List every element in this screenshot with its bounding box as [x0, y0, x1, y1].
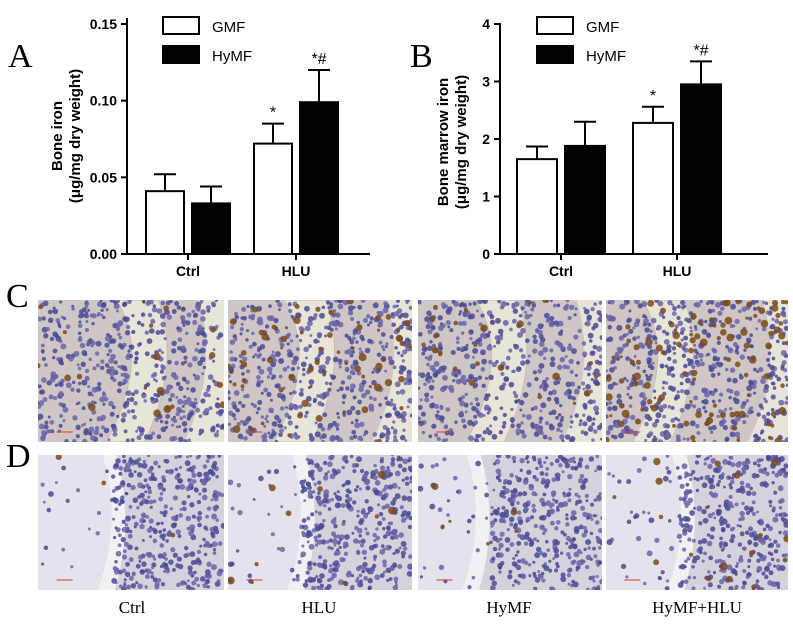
chart-b-legend: GMF HyMF	[536, 16, 626, 65]
chart-b-ylabel-line1: Bone marrow iron	[435, 78, 452, 206]
legend-label-gmf: GMF	[212, 19, 245, 36]
y-tick-label: 0	[482, 246, 490, 262]
bar-hymf-ctrl	[564, 144, 606, 255]
panel-letter-b: B	[410, 38, 433, 75]
chart-a-legend: GMF HyMF	[162, 16, 252, 65]
y-tick-label: 4	[482, 16, 490, 32]
legend-swatch-gmf	[162, 16, 200, 35]
y-tick-label: 0.10	[90, 93, 117, 109]
y-tick-label: 0.00	[90, 246, 117, 262]
bar-gmf-ctrl	[145, 190, 185, 255]
column-label-hlu: HLU	[301, 598, 337, 617]
bar-hymf-ctrl	[191, 202, 231, 255]
legend-swatch-gmf	[536, 16, 574, 35]
micrograph-c-3	[418, 300, 602, 442]
column-label-ctrl: Ctrl	[118, 598, 146, 617]
legend-label-hymf: HyMF	[586, 48, 626, 65]
y-tick-label: 3	[482, 74, 490, 90]
legend-label-gmf: GMF	[586, 19, 619, 36]
chart-b-ylabel-line2: (μg/mg dry weight)	[453, 75, 470, 209]
chart-b-xlabels: Ctrl HLU	[549, 254, 691, 279]
micrograph-d-2	[228, 455, 412, 590]
bar-hymf-hlu	[680, 83, 722, 255]
significance-mark: *#	[311, 51, 326, 68]
panel-letter-d: D	[6, 438, 31, 475]
chart-a-xlabels: Ctrl HLU	[176, 254, 310, 279]
bar-gmf-ctrl	[516, 158, 558, 255]
chart-b-yticks: 0 1 2 3 4	[482, 16, 500, 262]
chart-a-bone-iron: 0.00 0.05 0.10 0.15 * *# Ctrl HLU Bone iron (…	[49, 16, 370, 279]
micrograph-d-1	[38, 455, 224, 590]
significance-mark: *#	[693, 42, 708, 59]
y-tick-label: 1	[482, 189, 490, 205]
significance-mark: *	[650, 88, 656, 105]
bar-gmf-hlu	[253, 142, 293, 256]
column-label-hymf: HyMF	[486, 598, 532, 617]
significance-mark: *	[270, 105, 276, 122]
chart-a-yticks: 0.00 0.05 0.10 0.15	[90, 16, 127, 262]
chart-b-bars: * *#	[516, 42, 722, 256]
legend-swatch-hymf	[536, 45, 574, 64]
bar-hymf-hlu	[299, 101, 339, 255]
panel-letter-a: A	[8, 38, 33, 75]
micrograph-c-4	[606, 300, 788, 442]
y-tick-label: 2	[482, 131, 490, 147]
chart-a-ylabel-line1: Bone iron	[49, 101, 66, 171]
micrograph-d-4	[606, 455, 788, 590]
legend-label-hymf: HyMF	[212, 48, 252, 65]
y-tick-label: 0.05	[90, 169, 117, 185]
column-label-hymf-hlu: HyMF+HLU	[652, 598, 742, 617]
micrograph-d-3	[418, 455, 602, 590]
x-tick-label: Ctrl	[549, 263, 573, 279]
x-tick-label: Ctrl	[176, 263, 200, 279]
legend-swatch-hymf	[162, 45, 200, 64]
chart-b-bone-marrow-iron: 0 1 2 3 4 * *# Ctrl HLU Bone marrow iron (μg/m…	[435, 16, 768, 279]
x-tick-label: HLU	[663, 263, 692, 279]
bar-gmf-hlu	[632, 121, 674, 256]
x-tick-label: HLU	[282, 263, 311, 279]
micrograph-c-1	[38, 300, 224, 442]
panel-letter-c: C	[6, 278, 29, 315]
micrograph-c-2	[228, 300, 412, 442]
chart-a-bars: * *#	[145, 51, 339, 256]
y-tick-label: 0.15	[90, 16, 117, 32]
chart-a-ylabel-line2: (μg/mg dry weight)	[67, 69, 84, 203]
